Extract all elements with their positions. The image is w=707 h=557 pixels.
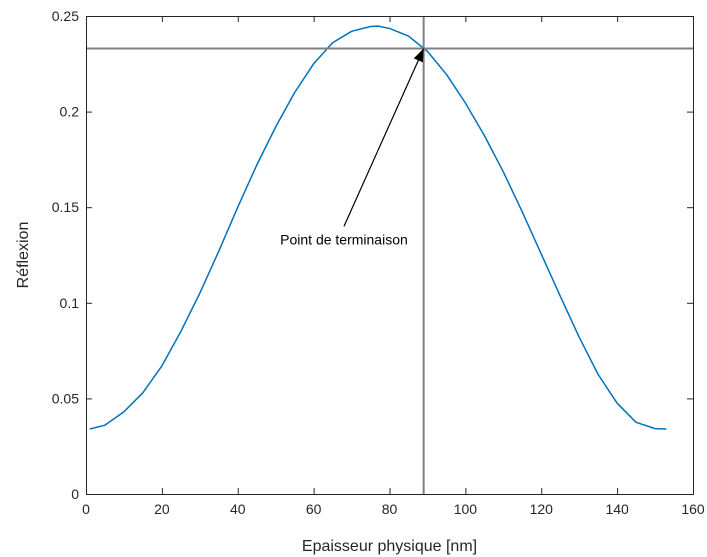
x-tick-label: 160 <box>681 501 705 517</box>
plot-area-frame <box>86 16 694 495</box>
x-ticks: 0 20 40 60 80 100 120 140 160 <box>82 16 705 517</box>
y-ticks: 0 0.05 0.1 0.15 0.2 0.25 <box>52 8 693 502</box>
annotation-arrow-line <box>343 48 425 227</box>
y-tick-label: 0.1 <box>60 295 80 311</box>
annotation-arrow-head <box>413 48 424 63</box>
x-tick-label: 140 <box>605 501 629 517</box>
annotation-label: Point de terminaison <box>280 231 408 247</box>
x-tick-label: 40 <box>230 501 246 517</box>
x-tick-label: 20 <box>154 501 170 517</box>
y-tick-label: 0.05 <box>52 390 79 406</box>
x-tick-label: 100 <box>454 501 478 517</box>
annotation: Point de terminaison <box>280 48 425 247</box>
y-axis-title: Réflexion <box>15 222 32 289</box>
y-tick-label: 0.25 <box>52 8 79 24</box>
x-tick-label: 120 <box>530 501 554 517</box>
curve-layer <box>89 25 667 430</box>
reference-lines <box>86 16 693 494</box>
y-tick-label: 0 <box>71 486 79 502</box>
y-tick-label: 0.2 <box>60 104 80 120</box>
x-tick-label: 80 <box>382 501 398 517</box>
x-tick-label: 0 <box>82 501 90 517</box>
x-axis-title: Epaisseur physique [nm] <box>302 538 477 555</box>
x-tick-label: 60 <box>306 501 322 517</box>
axes-box <box>86 16 694 495</box>
reflexion-curve <box>89 25 667 430</box>
y-tick-label: 0.15 <box>52 199 79 215</box>
